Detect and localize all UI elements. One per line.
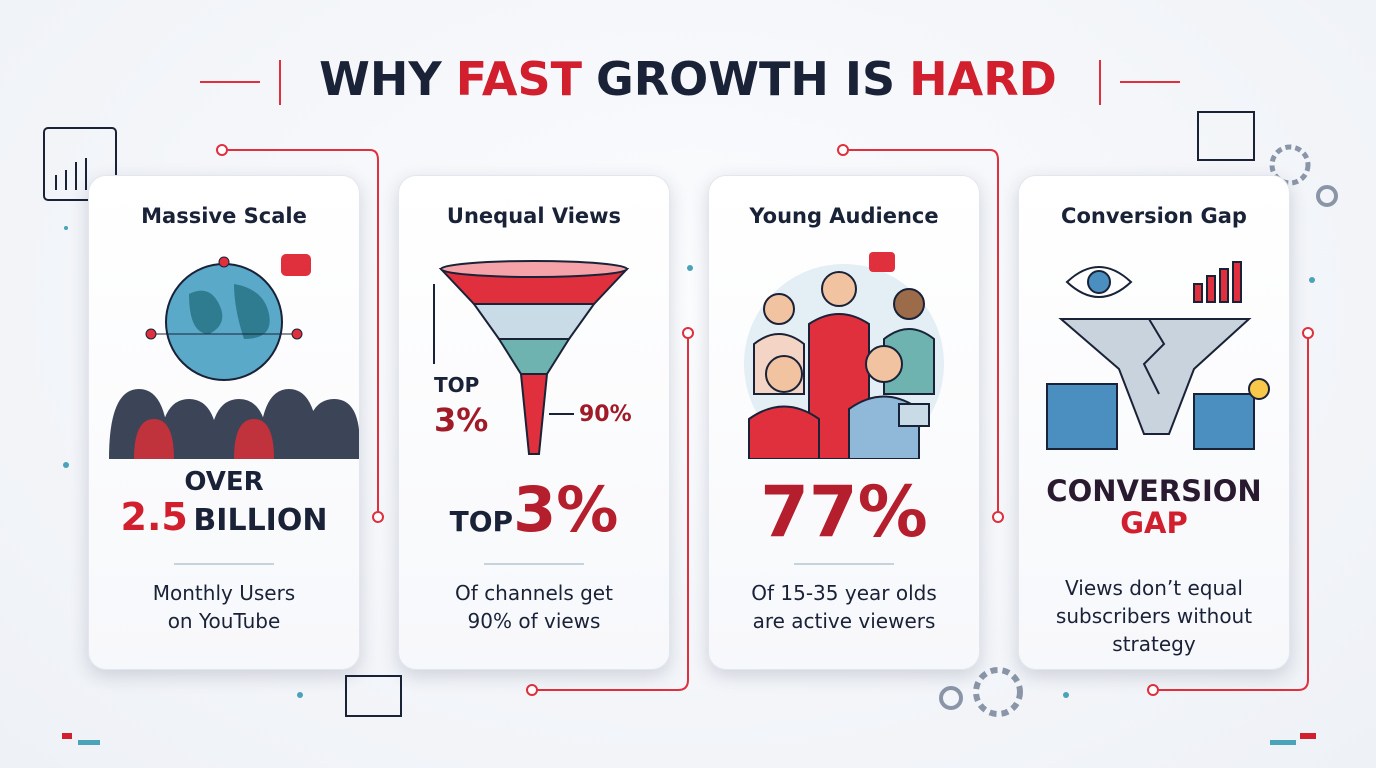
description-line: Monthly Users: [152, 581, 296, 605]
description-line: Of 15-35 year olds: [751, 581, 937, 605]
stat-text: 77%: [760, 471, 928, 553]
stat: 77%: [709, 474, 979, 551]
description-line: strategy: [1112, 632, 1196, 656]
description-line: 90% of views: [467, 609, 601, 633]
stat-text: TOP: [449, 505, 514, 538]
separator: [794, 563, 894, 565]
people-illustration: [744, 252, 944, 459]
card: Conversion Gap CONVERSION GAP Views don’…: [1018, 175, 1290, 670]
description-line: on YouTube: [167, 609, 281, 633]
description-line: subscribers without: [1055, 604, 1253, 628]
card: Massive Scale OVER 2.5 BILLION Monthly U…: [88, 175, 360, 670]
description: Views don’t equal subscribers without stra…: [1019, 574, 1289, 658]
card-heading: Young Audience: [749, 204, 939, 228]
card: Young Audience 77% Of 15-35 year olds are…: [708, 175, 980, 670]
title-word: GROWTH IS: [595, 52, 896, 106]
description-line: are active viewers: [752, 609, 936, 633]
description: Of 15-35 year olds are active viewers: [709, 579, 979, 635]
illustration-label: 3%: [434, 401, 489, 439]
stat-text: OVER: [184, 467, 264, 497]
illustration-label: TOP: [434, 373, 480, 397]
separator: [484, 563, 584, 565]
stat-text: BILLION: [193, 502, 328, 538]
stat-text: GAP: [1120, 505, 1188, 540]
card-heading: Unequal Views: [446, 204, 622, 228]
separator: [174, 563, 274, 565]
description: Monthly Users on YouTube: [89, 579, 359, 635]
description: Of channels get 90% of views: [399, 579, 669, 635]
stat-text: 2.5: [120, 494, 188, 539]
card-heading: Conversion Gap: [1061, 204, 1247, 228]
title-word: HARD: [909, 52, 1057, 106]
conversion-illustration: [1046, 261, 1270, 450]
title: WHY FAST GROWTH IS HARD: [0, 52, 1376, 106]
globe-illustration: [109, 254, 359, 459]
funnel-illustration: [433, 260, 630, 455]
stat-text: 3%: [513, 473, 619, 546]
card: Unequal Views TOP 3% 90% TOP3% Of channe…: [398, 175, 670, 670]
title-word: FAST: [455, 52, 582, 106]
stat: OVER 2.5 BILLION: [89, 468, 359, 538]
stat-text: CONVERSION: [1046, 474, 1262, 508]
illustration-label: 90%: [579, 402, 632, 427]
stat: TOP3%: [399, 473, 669, 546]
description-line: Of channels get: [455, 581, 613, 605]
description-line: Views don’t equal: [1065, 576, 1243, 600]
title-word: WHY: [319, 52, 442, 106]
card-heading: Massive Scale: [141, 204, 307, 228]
stat: CONVERSION GAP: [1019, 474, 1289, 540]
